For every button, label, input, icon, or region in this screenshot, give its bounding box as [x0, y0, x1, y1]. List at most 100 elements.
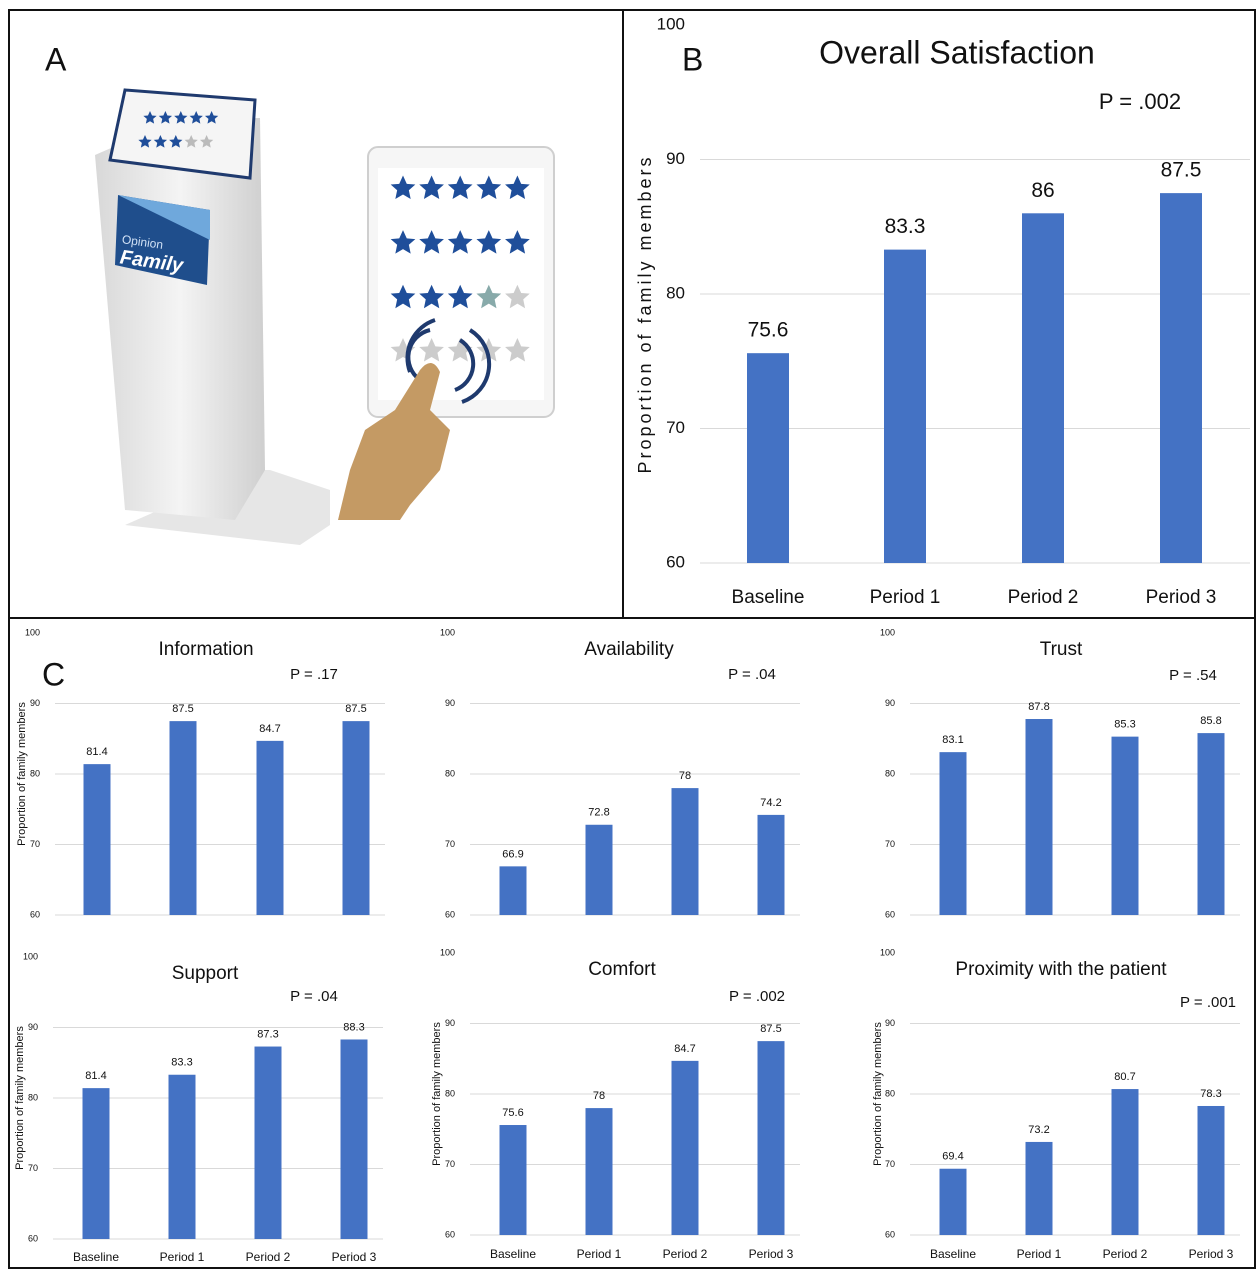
chart-title: Information — [158, 639, 253, 660]
x-tick-label: Period 3 — [332, 1250, 377, 1264]
chart-title: Overall Satisfaction — [819, 34, 1095, 70]
y-tick-label: 80 — [885, 768, 895, 778]
y-tick-label: 60 — [30, 909, 40, 919]
y-tick-label: 80 — [885, 1088, 895, 1098]
y-tick-label: 60 — [28, 1233, 38, 1243]
bar — [585, 824, 613, 915]
annotation: P = .17 — [290, 666, 338, 683]
bar — [1197, 1105, 1225, 1235]
data-label: 87.5 — [345, 703, 366, 715]
data-label: 73.2 — [1028, 1124, 1049, 1136]
annotation: P = .04 — [728, 666, 776, 683]
data-label: 75.6 — [748, 319, 789, 342]
y-tick-label: 80 — [28, 1092, 38, 1102]
bar — [939, 752, 967, 915]
y-tick-label: 100 — [657, 14, 685, 33]
data-label: 81.4 — [86, 746, 107, 758]
tablet-screen — [378, 168, 544, 400]
data-label: 66.9 — [502, 848, 523, 860]
x-tick-label: Period 2 — [1008, 587, 1079, 608]
y-tick-label: 60 — [445, 909, 455, 919]
data-label: 87.8 — [1028, 701, 1049, 713]
x-tick-label: Period 2 — [246, 1250, 291, 1264]
y-tick-label: 100 — [880, 627, 895, 637]
data-label: 83.1 — [942, 734, 963, 746]
y-tick-label: 80 — [666, 283, 685, 302]
y-tick-label: 60 — [666, 552, 685, 571]
hand — [338, 362, 450, 520]
annotation: P = .002 — [729, 988, 785, 1005]
x-tick-label: Period 3 — [749, 1247, 794, 1261]
bar — [671, 1060, 699, 1235]
chart-title: Comfort — [588, 959, 656, 980]
kiosk-body — [95, 118, 265, 520]
bar — [757, 1041, 785, 1235]
y-tick-label: 100 — [25, 627, 40, 637]
y-tick-label: 90 — [885, 1018, 895, 1028]
brand-top: Opinion — [121, 232, 164, 252]
data-label: 84.7 — [674, 1043, 695, 1055]
bar — [757, 814, 785, 915]
touch-waves — [405, 318, 492, 404]
y-tick-label: 100 — [440, 627, 455, 637]
illustration: Opinion Family — [95, 88, 555, 545]
y-tick-label: 70 — [28, 1163, 38, 1173]
x-tick-label: Period 3 — [1189, 1247, 1234, 1261]
x-tick-label: Period 1 — [1017, 1247, 1062, 1261]
panel-label: A — [45, 41, 67, 77]
x-tick-label: Period 1 — [870, 587, 941, 608]
y-tick-label: 90 — [30, 698, 40, 708]
y-tick-label: 100 — [440, 947, 455, 957]
data-label: 78.3 — [1200, 1088, 1221, 1100]
bar — [340, 1039, 368, 1239]
bar — [1025, 719, 1053, 915]
frame — [8, 9, 1256, 1269]
bar — [499, 866, 527, 915]
y-tick-label: 70 — [885, 1159, 895, 1169]
bar — [747, 353, 789, 563]
data-label: 69.4 — [942, 1151, 963, 1163]
data-label: 72.8 — [588, 807, 609, 819]
bar — [671, 788, 699, 915]
y-tick-label: 90 — [445, 1018, 455, 1028]
bar — [585, 1108, 613, 1235]
y-tick-label: 70 — [885, 839, 895, 849]
data-label: 87.5 — [172, 703, 193, 715]
bar — [168, 1074, 196, 1239]
chart-title: Support — [172, 963, 239, 984]
annotation: P = .54 — [1169, 667, 1217, 684]
data-label: 83.3 — [171, 1057, 192, 1069]
bar — [884, 249, 926, 564]
bar — [83, 764, 111, 915]
x-tick-label: Baseline — [930, 1247, 976, 1261]
data-label: 85.8 — [1200, 715, 1221, 727]
y-tick-label: 100 — [880, 947, 895, 957]
y-tick-label: 80 — [445, 768, 455, 778]
data-label: 83.3 — [885, 215, 926, 238]
bar — [256, 740, 284, 915]
panel-label: B — [682, 41, 703, 77]
bar — [169, 721, 197, 915]
x-tick-label: Period 2 — [1103, 1247, 1148, 1261]
data-label: 81.4 — [85, 1070, 106, 1082]
y-tick-label: 60 — [445, 1229, 455, 1239]
bar — [82, 1088, 110, 1239]
y-tick-label: 70 — [445, 839, 455, 849]
data-label: 78 — [679, 770, 691, 782]
chart-title: Availability — [584, 639, 674, 660]
x-tick-label: Period 3 — [1146, 587, 1217, 608]
y-tick-label: 60 — [885, 1229, 895, 1239]
data-label: 87.5 — [1161, 159, 1202, 182]
bar — [342, 721, 370, 915]
x-tick-label: Baseline — [490, 1247, 536, 1261]
y-tick-label: 90 — [885, 698, 895, 708]
annotation: P = .04 — [290, 988, 338, 1005]
chart-title: Trust — [1040, 639, 1083, 660]
x-tick-label: Baseline — [73, 1250, 119, 1264]
y-tick-label: 90 — [28, 1022, 38, 1032]
y-axis-label: Proportion of family members — [872, 1022, 884, 1166]
y-tick-label: 80 — [30, 768, 40, 778]
bar — [1160, 193, 1202, 563]
y-axis-label: Proportion of family members — [635, 154, 655, 473]
